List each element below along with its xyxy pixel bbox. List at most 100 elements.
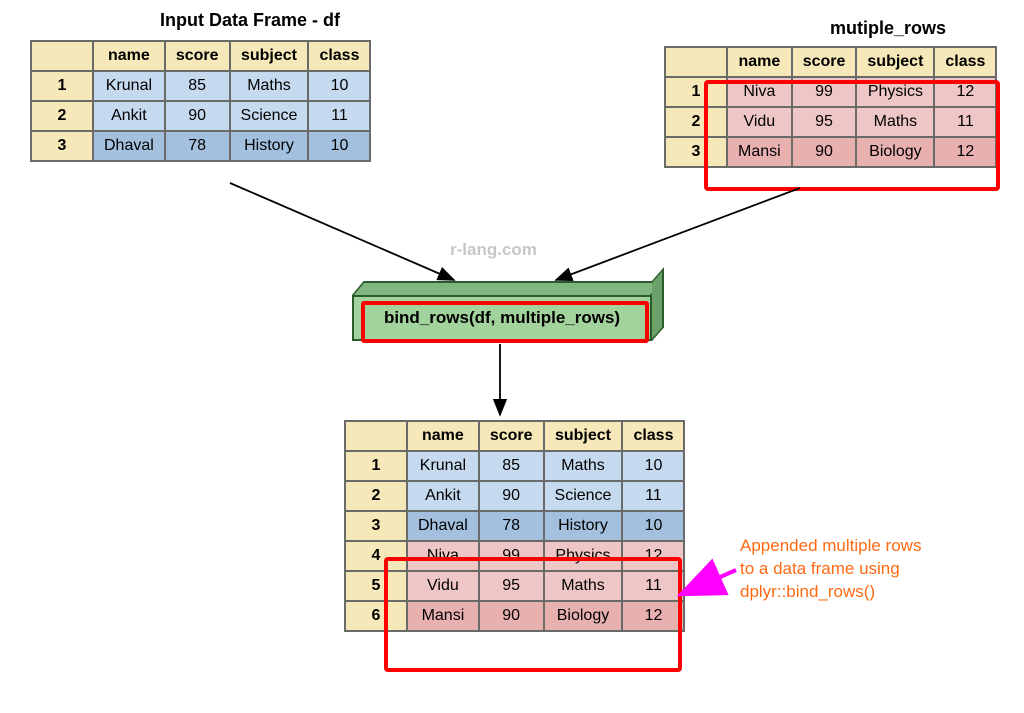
func-front-face: bind_rows(df, multiple_rows) [352, 295, 652, 341]
annotation-line1: Appended multiple rows [740, 535, 921, 558]
cell-class: 11 [622, 481, 684, 511]
cell-subject: Maths [856, 107, 934, 137]
cell-class: 11 [308, 101, 370, 131]
row-index: 3 [31, 131, 93, 161]
cell-subject: Science [230, 101, 309, 131]
cell-name: Vidu [727, 107, 792, 137]
cell-subject: History [544, 511, 623, 541]
cell-name: Ankit [407, 481, 479, 511]
cell-score: 85 [479, 451, 544, 481]
cell-score: 90 [479, 601, 544, 631]
annotation-line3: dplyr::bind_rows() [740, 581, 921, 604]
cell-name: Krunal [93, 71, 165, 101]
result-body: 1Krunal85Maths102Ankit90Science113Dhaval… [345, 451, 684, 631]
corner-cell [665, 47, 727, 77]
cell-subject: Physics [544, 541, 623, 571]
col-name: name [407, 421, 479, 451]
cell-class: 12 [622, 601, 684, 631]
cell-score: 78 [479, 511, 544, 541]
table-row: 6Mansi90Biology12 [345, 601, 684, 631]
col-name: name [727, 47, 792, 77]
function-label: bind_rows(df, multiple_rows) [384, 308, 620, 328]
row-index: 3 [665, 137, 727, 167]
df-title: Input Data Frame - df [160, 10, 340, 31]
cell-class: 10 [622, 511, 684, 541]
watermark-text: r-lang.com [450, 240, 537, 260]
annotation-text: Appended multiple rows to a data frame u… [740, 535, 921, 604]
table-row: 2Ankit90Science11 [31, 101, 370, 131]
row-index: 5 [345, 571, 407, 601]
row-index: 1 [665, 77, 727, 107]
cell-name: Mansi [727, 137, 792, 167]
col-score: score [792, 47, 857, 77]
table-row: 1Krunal85Maths10 [31, 71, 370, 101]
cell-score: 78 [165, 131, 230, 161]
cell-class: 12 [934, 77, 996, 107]
cell-score: 99 [792, 77, 857, 107]
cell-subject: Biology [544, 601, 623, 631]
col-subject: subject [856, 47, 934, 77]
func-side-face [652, 267, 664, 341]
func-top-face [352, 281, 664, 295]
col-subject: subject [230, 41, 309, 71]
cell-score: 95 [479, 571, 544, 601]
cell-name: Niva [727, 77, 792, 107]
cell-name: Dhaval [407, 511, 479, 541]
cell-score: 95 [792, 107, 857, 137]
table-row: 3Dhaval78History10 [31, 131, 370, 161]
row-index: 2 [665, 107, 727, 137]
table-row: 1Krunal85Maths10 [345, 451, 684, 481]
cell-name: Vidu [407, 571, 479, 601]
table-row: 5Vidu95Maths11 [345, 571, 684, 601]
cell-name: Dhaval [93, 131, 165, 161]
table-row: 3Dhaval78History10 [345, 511, 684, 541]
cell-score: 99 [479, 541, 544, 571]
col-subject: subject [544, 421, 623, 451]
col-class: class [622, 421, 684, 451]
cell-class: 10 [308, 131, 370, 161]
cell-class: 12 [934, 137, 996, 167]
table-row: 1Niva99Physics12 [665, 77, 996, 107]
row-index: 4 [345, 541, 407, 571]
cell-score: 85 [165, 71, 230, 101]
arrow-multi-to-func [556, 188, 800, 280]
arrow-annotation [684, 570, 736, 593]
cell-name: Krunal [407, 451, 479, 481]
cell-subject: History [230, 131, 309, 161]
cell-subject: Physics [856, 77, 934, 107]
annotation-line2: to a data frame using [740, 558, 921, 581]
row-index: 6 [345, 601, 407, 631]
col-class: class [308, 41, 370, 71]
col-score: score [479, 421, 544, 451]
result-table: name score subject class 1Krunal85Maths1… [344, 420, 685, 632]
cell-name: Ankit [93, 101, 165, 131]
corner-cell [31, 41, 93, 71]
table-row: 4Niva99Physics12 [345, 541, 684, 571]
row-index: 2 [345, 481, 407, 511]
row-index: 2 [31, 101, 93, 131]
df-table: name score subject class 1Krunal85Maths1… [30, 40, 371, 162]
col-class: class [934, 47, 996, 77]
col-name: name [93, 41, 165, 71]
table-row: 2Ankit90Science11 [345, 481, 684, 511]
row-index: 3 [345, 511, 407, 541]
cell-name: Mansi [407, 601, 479, 631]
cell-subject: Science [544, 481, 623, 511]
multi-title: mutiple_rows [830, 18, 946, 39]
cell-class: 10 [308, 71, 370, 101]
arrow-df-to-func [230, 183, 454, 280]
cell-class: 11 [622, 571, 684, 601]
cell-subject: Maths [230, 71, 309, 101]
cell-name: Niva [407, 541, 479, 571]
function-block: bind_rows(df, multiple_rows) [352, 295, 652, 355]
row-index: 1 [345, 451, 407, 481]
table-row: 2Vidu95Maths11 [665, 107, 996, 137]
cell-score: 90 [792, 137, 857, 167]
cell-score: 90 [479, 481, 544, 511]
multi-table: name score subject class 1Niva99Physics1… [664, 46, 997, 168]
cell-class: 11 [934, 107, 996, 137]
col-score: score [165, 41, 230, 71]
table-row: 3Mansi90Biology12 [665, 137, 996, 167]
cell-class: 10 [622, 451, 684, 481]
cell-subject: Maths [544, 571, 623, 601]
